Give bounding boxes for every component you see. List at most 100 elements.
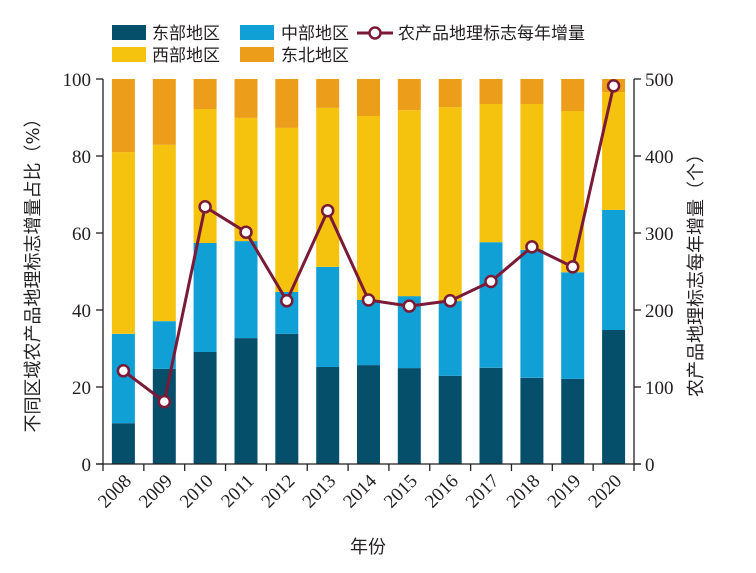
bar-segment-2018-3 <box>520 79 544 104</box>
legend: 东部地区 中部地区 西部地区 东北地区 农产品地理标志每年增量 <box>112 24 585 66</box>
y-tick-label-left-80: 80 <box>72 147 91 168</box>
bar-segment-2020-2 <box>602 92 626 210</box>
y-tick-label-right-0: 0 <box>645 455 655 476</box>
bar-segment-2009-0 <box>152 368 176 464</box>
x-tick-label-2008: 2008 <box>94 471 136 513</box>
y-tick-label-right-500: 500 <box>645 70 674 91</box>
bar-segment-2008-1 <box>111 333 135 424</box>
x-tick-label-2011: 2011 <box>217 471 258 512</box>
y-tick-label-left-100: 100 <box>63 70 92 91</box>
bar-segment-2010-0 <box>193 352 217 464</box>
bar-segment-2008-3 <box>111 79 135 153</box>
x-tick-label-2020: 2020 <box>584 471 626 513</box>
bar-segment-2010-1 <box>193 243 217 352</box>
x-tick-label-2015: 2015 <box>380 471 422 513</box>
bar-segment-2019-0 <box>561 378 585 464</box>
bar-segment-2018-0 <box>520 377 544 464</box>
bar-segment-2009-3 <box>152 79 176 145</box>
line-point-2015 <box>402 299 417 313</box>
bar-segment-2016-2 <box>438 107 462 302</box>
bar-segment-2020-1 <box>602 209 626 330</box>
line-point-2012 <box>280 294 294 308</box>
bar-segment-2014-1 <box>357 300 380 366</box>
x-axis-title: 年份 <box>350 537 386 558</box>
line-point-2014 <box>361 293 376 307</box>
x-tick-label-2010: 2010 <box>176 471 218 513</box>
line-point-2009 <box>157 394 172 409</box>
x-tick-label-2014: 2014 <box>339 470 381 512</box>
bar-segment-2019-1 <box>561 272 585 379</box>
bar-segment-2009-1 <box>152 321 176 369</box>
line-point-2017 <box>484 274 498 289</box>
bar-segment-2017-3 <box>479 79 503 104</box>
bar-segment-2016-3 <box>438 79 462 108</box>
bar-segment-2013-1 <box>316 266 340 367</box>
x-tick-label-2017: 2017 <box>462 471 504 513</box>
bars <box>111 79 626 465</box>
y-tick-label-right-100: 100 <box>645 378 674 399</box>
y-axis-title-right: 农产品地理标志每年增量（个） <box>686 145 707 397</box>
bar-segment-2016-0 <box>438 375 462 464</box>
bar-segment-2013-2 <box>316 107 340 267</box>
legend-label-east: 东部地区 <box>152 24 220 44</box>
bar-segment-2019-2 <box>561 111 585 273</box>
bar-segment-2009-2 <box>152 144 176 322</box>
y-tick-label-right-200: 200 <box>645 301 674 322</box>
bar-segment-2014-0 <box>357 365 380 464</box>
legend-label-northeast: 东北地区 <box>281 46 349 66</box>
bar-segment-2011-2 <box>234 117 258 242</box>
legend-label-central: 中部地区 <box>281 24 349 44</box>
bar-segment-2013-0 <box>316 367 340 464</box>
y-axis-title-left: 不同区域农产品地理标志增量占比（%） <box>23 109 44 432</box>
bar-segment-2011-1 <box>234 241 258 339</box>
bar-segment-2011-0 <box>234 338 258 464</box>
bar-segment-2015-2 <box>397 110 421 297</box>
bar-segment-2020-0 <box>602 330 626 464</box>
legend-swatch-northeast <box>240 47 274 62</box>
bar-segment-2017-2 <box>479 104 503 243</box>
line-layer <box>116 79 621 409</box>
bar-segment-2018-2 <box>520 104 544 250</box>
line-point-2008 <box>116 364 131 378</box>
bar-segment-2016-1 <box>438 301 462 376</box>
bar-segment-2017-0 <box>479 367 503 465</box>
legend-swatch-east <box>112 25 146 40</box>
bar-segment-2013-3 <box>316 79 340 108</box>
bar-segment-2012-3 <box>275 79 299 128</box>
bar-segment-2012-2 <box>275 127 299 292</box>
x-tick-label-2009: 2009 <box>135 471 177 513</box>
bar-segment-2008-2 <box>111 152 135 334</box>
bar-segment-2011-3 <box>234 79 258 118</box>
line-point-2010 <box>198 200 212 214</box>
x-tick-label-2013: 2013 <box>299 471 341 513</box>
y-tick-label-right-300: 300 <box>645 224 674 245</box>
line-point-2011 <box>239 225 253 239</box>
y-tick-label-left-20: 20 <box>72 378 91 399</box>
bar-segment-2008-0 <box>111 423 135 464</box>
bar-segment-2015-3 <box>397 79 421 111</box>
legend-line-marker <box>368 26 382 40</box>
bar-segment-2018-1 <box>520 249 544 378</box>
line-point-2019 <box>565 260 580 274</box>
legend-label-line: 农产品地理标志每年增量 <box>398 24 585 44</box>
line-point-2018 <box>525 240 539 254</box>
x-tick-label-2018: 2018 <box>503 471 545 513</box>
bar-segment-2015-0 <box>397 368 421 464</box>
y-tick-label-right-400: 400 <box>645 147 674 168</box>
legend-swatch-central <box>240 25 274 40</box>
bar-segment-2019-3 <box>561 79 585 111</box>
x-tick-label-2016: 2016 <box>421 471 463 513</box>
legend-label-west: 西部地区 <box>152 46 220 66</box>
bar-segment-2015-1 <box>397 296 421 369</box>
legend-swatch-west <box>112 47 146 62</box>
line-point-2016 <box>443 294 457 308</box>
line-point-2020 <box>606 79 621 93</box>
bar-segment-2014-2 <box>357 116 380 300</box>
bar-segment-2010-3 <box>193 79 217 109</box>
y-tick-label-left-60: 60 <box>72 224 91 245</box>
y-tick-label-left-40: 40 <box>72 301 91 322</box>
bar-segment-2010-2 <box>193 109 217 243</box>
bar-segment-2014-3 <box>357 79 380 116</box>
bar-segment-2017-1 <box>479 242 503 368</box>
